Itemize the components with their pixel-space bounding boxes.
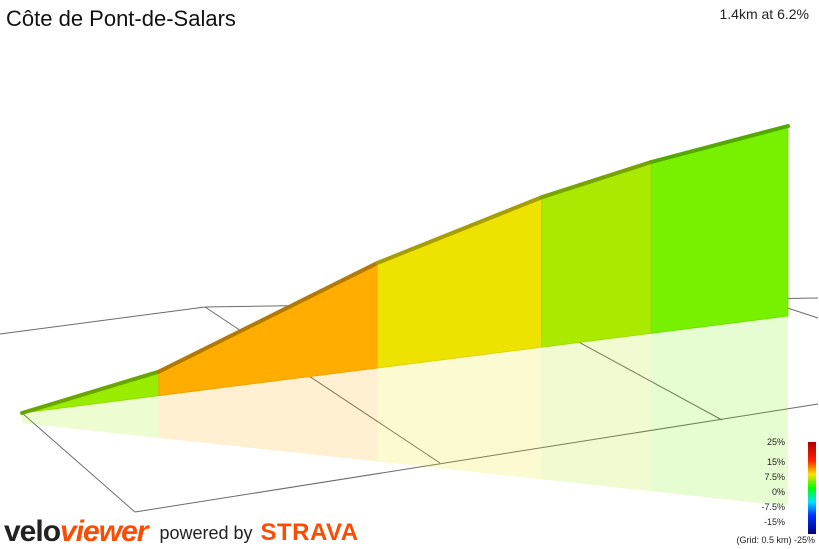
shadow-segment: [22, 395, 159, 438]
profile-top-edge: [539, 160, 654, 200]
legend-tick: -7.5%: [761, 502, 785, 512]
profile-segments: [20, 124, 790, 415]
profile-top-edge: [20, 369, 161, 415]
grid-line: [21, 412, 136, 513]
grid-line: [0, 306, 206, 335]
grid-note: (Grid: 0.5 km) -25%: [736, 535, 815, 545]
veloviewer-logo-part1: velo: [4, 515, 61, 548]
gradient-legend: 25% 15% 7.5% 0% -7.5% -15%: [756, 436, 819, 549]
veloviewer-logo-part2: viewer: [60, 515, 148, 548]
profile-top-edge: [156, 260, 380, 374]
branding: velo viewer powered by STRAVA: [4, 514, 359, 548]
shadow-segment: [541, 333, 652, 492]
legend-color-bar: [808, 442, 816, 534]
shadow-segment: [158, 367, 378, 462]
profile-top-edge: [649, 124, 790, 165]
shadow-segment: [377, 347, 542, 480]
climb-summary: 1.4km at 6.2%: [719, 6, 810, 22]
grid-line: [134, 403, 819, 513]
powered-by-text: powered by: [159, 523, 253, 543]
legend-tick: 7.5%: [764, 472, 785, 482]
shadow-segment: [651, 316, 788, 506]
legend-tick: 15%: [766, 457, 785, 467]
legend-tick: 0%: [771, 487, 785, 497]
strava-logo: STRAVA: [260, 519, 359, 546]
profile-top-edge: [375, 195, 544, 265]
legend-tick: -25%: [793, 535, 815, 545]
grid-note-text: (Grid: 0.5 km): [736, 535, 792, 545]
legend-tick: -15%: [763, 517, 785, 527]
chart-title: Côte de Pont-de-Salars: [6, 6, 236, 31]
legend-tick: 25%: [766, 437, 785, 447]
profile-segment: [541, 161, 652, 348]
profile-segment: [377, 196, 543, 369]
profile-shadow: [22, 316, 788, 506]
